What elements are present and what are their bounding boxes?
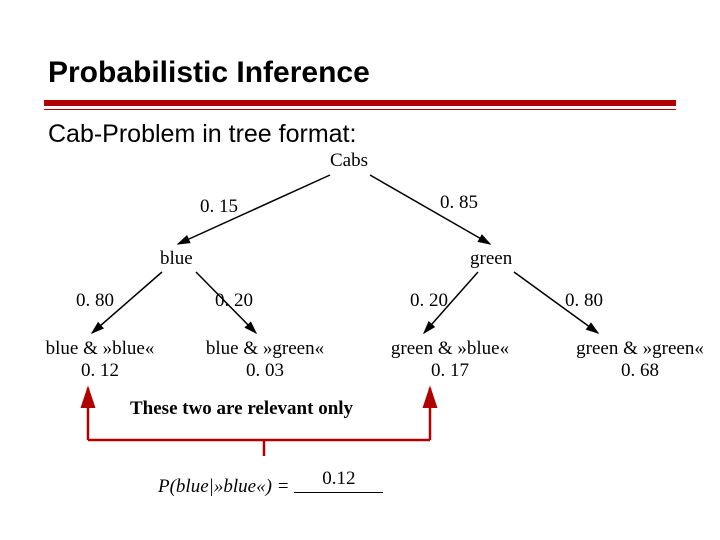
leaf-rr-label: green & »green«: [555, 338, 720, 360]
node-green: green: [470, 248, 512, 270]
formula-denominator: [294, 493, 383, 507]
leaf-rl-label: green & »blue«: [370, 338, 530, 360]
annotation-text: These two are relevant only: [130, 398, 353, 420]
edge-label-ll: 0. 80: [76, 290, 114, 312]
edge-label-rl: 0. 20: [410, 290, 448, 312]
formula-numerator: 0.12: [294, 468, 383, 493]
leaf-lr: blue & »green« 0. 03: [185, 338, 345, 382]
leaf-ll-value: 0. 12: [30, 360, 170, 382]
edge-label-rr: 0. 80: [565, 290, 603, 312]
edge-label-l1-right: 0. 85: [440, 192, 478, 214]
title-rule-thin: [44, 109, 676, 110]
leaf-lr-value: 0. 03: [185, 360, 345, 382]
node-blue: blue: [160, 248, 193, 270]
leaf-ll: blue & »blue« 0. 12: [30, 338, 170, 382]
formula: P(blue|»blue«) = 0.12: [158, 468, 383, 507]
leaf-rr-value: 0. 68: [555, 360, 720, 382]
leaf-ll-label: blue & »blue«: [30, 338, 170, 360]
tree-root: Cabs: [330, 150, 368, 172]
leaf-lr-label: blue & »green«: [185, 338, 345, 360]
leaf-rl-value: 0. 17: [370, 360, 530, 382]
slide-subtitle: Cab-Problem in tree format:: [48, 120, 356, 149]
edge-label-l1-left: 0. 15: [200, 196, 238, 218]
leaf-rr: green & »green« 0. 68: [555, 338, 720, 382]
slide-title: Probabilistic Inference: [48, 56, 370, 90]
edge-label-lr: 0. 20: [215, 290, 253, 312]
formula-lhs: P(blue|»blue«) =: [158, 476, 294, 497]
leaf-rl: green & »blue« 0. 17: [370, 338, 530, 382]
title-rule-thick: [44, 100, 676, 106]
